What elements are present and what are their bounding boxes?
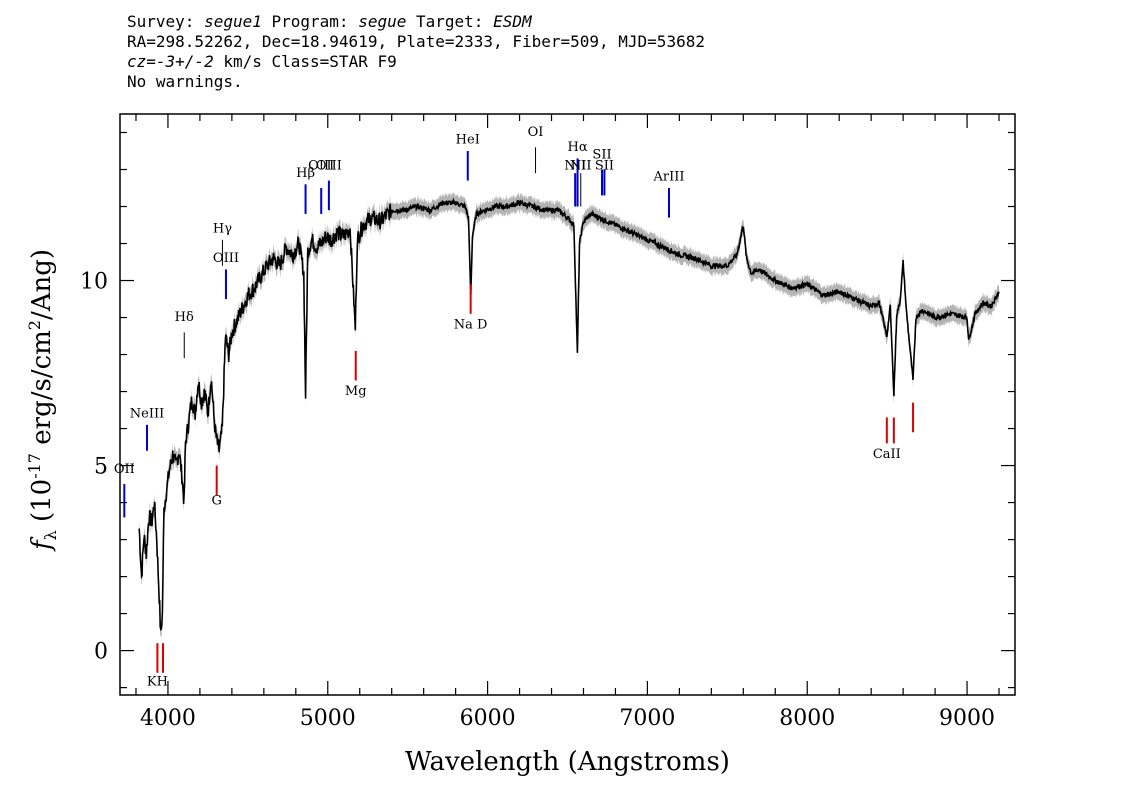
line-marker-label: OI: [528, 125, 544, 140]
line-marker-label: NII: [564, 159, 586, 174]
axis-ticks: [120, 114, 1015, 695]
line-marker-label: SII: [592, 147, 611, 162]
header-line-coordinates: RA=298.52262, Dec=18.94619, Plate=2333, …: [127, 32, 705, 51]
line-marker-label: OIII: [316, 159, 342, 174]
header-line-survey: Survey: segue1 Program: segue Target: ES…: [127, 12, 1127, 32]
header-line-warnings: No warnings.: [127, 72, 243, 91]
cz-unit-class: km/s Class=STAR F9: [213, 52, 397, 71]
line-marker-label: OII: [114, 462, 135, 477]
y-tick-label: 5: [94, 455, 108, 480]
x-tick-label: 5000: [300, 706, 356, 731]
line-marker-label: NII: [570, 159, 592, 174]
line-marker-label: Hα: [568, 140, 588, 155]
line-marker-label: HeI: [456, 133, 480, 148]
program-value: segue: [358, 12, 407, 31]
survey-value: segue1: [204, 12, 262, 31]
target-label: Target:: [406, 12, 494, 31]
line-marker-label: KH: [147, 675, 168, 690]
axis-tick-labels: 4000 5000 6000 7000 8000 9000 0 5 10: [80, 270, 995, 731]
plot-frame: [119, 113, 1016, 696]
error-band: [139, 192, 999, 638]
y-tick-label: 10: [80, 270, 108, 295]
target-value: ESDM: [493, 12, 532, 31]
line-marker-label: ArIII: [652, 170, 684, 185]
line-marker-label: Hδ: [175, 310, 194, 325]
survey-label: Survey:: [127, 12, 205, 31]
x-tick-label: 6000: [460, 706, 516, 731]
y-axis-title: fλ (10-17 erg/s/cm2/Ang): [25, 249, 60, 552]
line-marker-label: Hγ: [213, 221, 232, 236]
spectrum-header: Survey: segue1 Program: segue Target: ES…: [127, 12, 1127, 92]
line-marker-label: OIII: [213, 251, 239, 266]
line-marker-label: G: [211, 493, 221, 508]
line-marker-label: OIII: [308, 159, 334, 174]
x-tick-label: 4000: [140, 706, 196, 731]
line-marker-label: Mg: [345, 384, 367, 399]
y-tick-label: 0: [94, 640, 108, 665]
cz-value: cz=-3+/-2: [127, 52, 214, 71]
header-line-redshift: cz=-3+/-2 km/s Class=STAR F9: [127, 52, 1127, 72]
error-band-area: [139, 192, 999, 638]
x-axis-title: Wavelength (Angstroms): [405, 747, 730, 777]
x-tick-label: 9000: [939, 706, 995, 731]
line-marker-label: Na D: [454, 318, 488, 333]
line-marker-label: CaII: [873, 447, 901, 462]
program-label: Program:: [261, 12, 359, 31]
x-tick-label: 8000: [779, 706, 835, 731]
x-tick-label: 7000: [619, 706, 675, 731]
line-marker-label: SII: [595, 159, 614, 174]
spectrum-series: [138, 197, 1000, 632]
line-marker-label: Hβ: [296, 166, 315, 181]
spectrum-line: [138, 197, 1000, 632]
line-marker-label: NeIII: [130, 406, 164, 421]
